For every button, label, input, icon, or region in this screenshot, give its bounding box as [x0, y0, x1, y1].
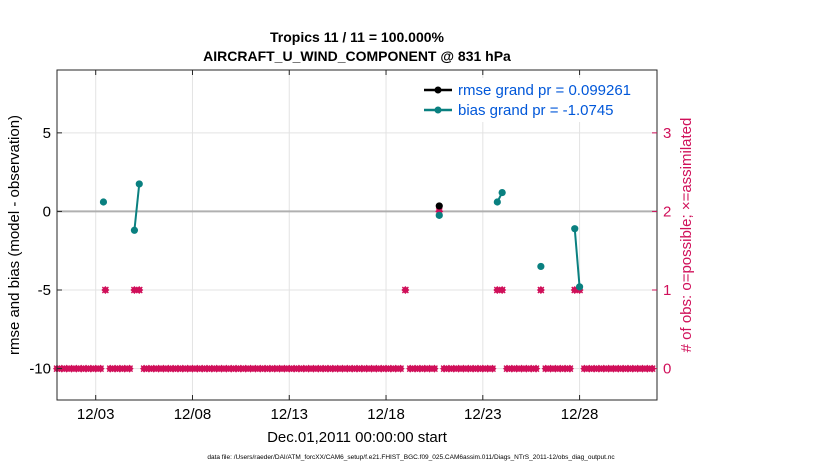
- chart-title: Tropics 11 / 11 = 100.000%: [270, 29, 445, 45]
- data-file-footnote: data file: /Users/raeder/DAI/ATM_forcXX/…: [207, 454, 615, 461]
- bias-point: [498, 188, 506, 197]
- obs-count-marker: [396, 364, 405, 373]
- series-layer: [99, 180, 584, 291]
- plot-background: [57, 70, 657, 400]
- x-tick-label: 12/03: [77, 406, 115, 423]
- x-tick-label: 12/13: [270, 406, 308, 423]
- legend-bias-marker: [434, 106, 442, 114]
- y-right-tick-label: 3: [663, 125, 671, 142]
- obs-assimilated-x: [488, 365, 496, 373]
- obs-assimilated-x: [101, 286, 109, 294]
- obs-assimilated-x: [532, 365, 540, 373]
- obs-assimilated-x: [401, 286, 409, 294]
- obs-count-marker: [101, 286, 110, 294]
- left-axis-tick-labels: -10 -5 0 5: [29, 125, 51, 378]
- obs-count-marker: [430, 364, 439, 373]
- y-right-tick-label: 0: [663, 361, 671, 378]
- bias-point: [493, 198, 501, 206]
- obs-count-marker: [401, 286, 410, 294]
- y-axis-label-right: # of obs: o=possible; ×=assimilated: [678, 118, 695, 353]
- obs-count-marker: [125, 364, 134, 373]
- legend-rmse-label: rmse grand pr = 0.099261: [458, 82, 631, 99]
- obs-assimilated-x: [97, 365, 105, 373]
- obs-count-marker: [498, 286, 507, 294]
- obs-count-marker: [565, 364, 574, 373]
- obs-assimilated-x: [498, 286, 506, 294]
- bias-point: [435, 211, 443, 219]
- x-axis-tick-labels: 12/03 12/08 12/13 12/18 12/23 12/28: [77, 406, 598, 423]
- rmse-point: [435, 202, 443, 210]
- obs-assimilated-x: [566, 365, 574, 373]
- y-left-tick-label: 5: [43, 125, 51, 142]
- legend: rmse grand pr = 0.099261 bias grand pr =…: [420, 78, 652, 122]
- obs-assimilated-x: [537, 286, 545, 294]
- legend-bias-label: bias grand pr = -1.0745: [458, 102, 614, 119]
- series-segment: [573, 228, 581, 287]
- legend-rmse-marker: [434, 86, 442, 94]
- bias-point: [571, 225, 579, 233]
- x-axis-label: Dec.01,2011 00:00:00 start: [267, 429, 448, 446]
- bias-point: [99, 198, 108, 206]
- obs-assimilated-x: [135, 286, 143, 294]
- y-left-tick-label: -5: [38, 282, 51, 299]
- bias-point: [575, 283, 584, 291]
- obs-count-marker: [536, 286, 545, 294]
- obs-count-marker: [488, 364, 497, 373]
- x-tick-label: 12/28: [561, 406, 599, 423]
- obs-count-marker: [96, 364, 105, 373]
- bias-point: [135, 180, 143, 188]
- x-tick-label: 12/18: [367, 406, 405, 423]
- y-left-tick-label: -10: [29, 361, 51, 378]
- bias-point: [537, 262, 545, 271]
- x-tick-label: 12/08: [174, 406, 212, 423]
- bias-point: [130, 226, 139, 234]
- ticks-layer: [57, 70, 657, 400]
- x-tick-label: 12/23: [464, 406, 502, 423]
- legend-box: [420, 78, 652, 122]
- series-segment: [133, 183, 141, 231]
- obs-assimilated-x: [397, 365, 405, 373]
- plot-frame: [56, 69, 658, 401]
- right-axis-tick-labels: 0 1 2 3: [663, 125, 671, 378]
- obs-count-marker: [135, 286, 144, 294]
- plot-area: [53, 69, 658, 401]
- obs-assimilated-x: [430, 365, 438, 373]
- y-axis-label-left: rmse and bias (model - observation): [6, 115, 23, 355]
- obs-count-marker: [532, 364, 541, 373]
- y-right-tick-label: 2: [663, 203, 671, 220]
- y-right-tick-label: 1: [663, 282, 671, 299]
- y-left-tick-label: 0: [43, 203, 51, 220]
- obs-assimilated-x: [126, 365, 134, 373]
- chart-subtitle: AIRCRAFT_U_WIND_COMPONENT @ 831 hPa: [203, 48, 511, 64]
